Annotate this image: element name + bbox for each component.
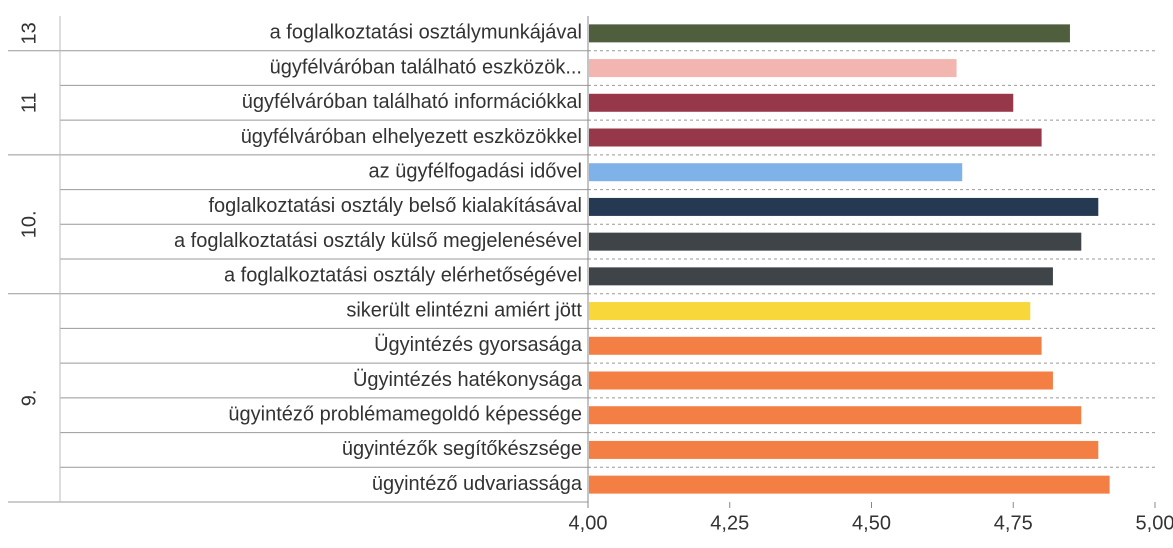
y-tick-label: a foglalkoztatási osztály külső megjelen…	[174, 230, 582, 252]
y-tick-label: Ügyintézés hatékonysága	[353, 369, 583, 391]
y-tick-label: ügyintéző problémamegoldó képessége	[228, 403, 582, 425]
bar	[589, 440, 1099, 459]
y-tick-label: foglalkoztatási osztály belső kialakítás…	[208, 195, 582, 217]
group-label: 11	[18, 92, 40, 113]
y-tick-label: a foglalkoztatási osztály elérhetőségéve…	[224, 265, 582, 287]
x-tick-label: 4,75	[994, 512, 1033, 534]
group-label: 13	[18, 22, 40, 44]
group-label: 9.	[18, 390, 40, 407]
y-tick-label: az ügyfélfogadási idővel	[369, 160, 582, 182]
bar	[589, 267, 1053, 286]
group-label: 10.	[18, 210, 40, 238]
y-tick-label: ügyfélváróban található információkkal	[242, 91, 582, 113]
bar	[589, 128, 1042, 147]
bar	[589, 475, 1110, 494]
y-tick-label: ügyintézők segítőkészsége	[342, 438, 582, 460]
bar	[589, 371, 1053, 390]
x-tick-label: 4,50	[852, 512, 891, 534]
bar	[589, 302, 1031, 321]
bar	[589, 24, 1070, 43]
bar	[589, 163, 963, 182]
x-tick-label: 4,00	[569, 512, 608, 534]
bar	[589, 336, 1042, 355]
bar	[589, 197, 1099, 216]
bar	[589, 406, 1082, 425]
x-tick-label: 4,25	[710, 512, 749, 534]
bar	[589, 232, 1082, 251]
y-tick-label: a foglalkoztatási osztálymunkájával	[270, 22, 582, 44]
y-tick-label: ügyintéző udvariassága	[372, 473, 583, 495]
y-tick-label: sikerült elintézni amiért jött	[346, 299, 582, 321]
x-tick-label: 5,00	[1136, 512, 1173, 534]
y-tick-label: ügyfélváróban található eszközök...	[270, 56, 582, 78]
bar	[589, 93, 1014, 112]
y-tick-label: ügyfélváróban elhelyezett eszközökkel	[241, 126, 582, 148]
bar	[589, 59, 957, 78]
y-tick-label: Ügyintézés gyorsasága	[374, 334, 583, 356]
